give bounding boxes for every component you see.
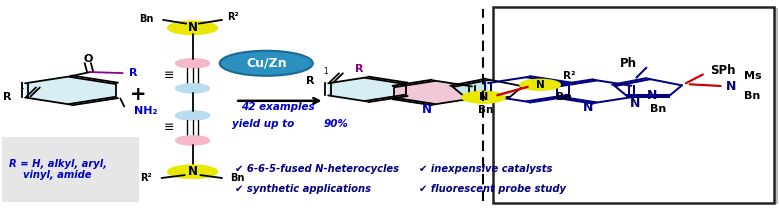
Text: ✔ fluorescent probe study: ✔ fluorescent probe study <box>419 185 566 194</box>
Polygon shape <box>558 80 632 103</box>
Polygon shape <box>328 77 406 101</box>
Text: O: O <box>83 54 93 64</box>
Text: N: N <box>422 103 432 116</box>
Polygon shape <box>452 79 523 97</box>
Text: Bn: Bn <box>478 105 494 115</box>
Text: R²: R² <box>227 12 239 22</box>
Text: Ph: Ph <box>620 57 637 70</box>
Ellipse shape <box>220 51 313 76</box>
Text: R: R <box>2 92 11 102</box>
Text: ✔ 6-6-5-fused N-heterocycles: ✔ 6-6-5-fused N-heterocycles <box>235 164 400 174</box>
Text: yield up to: yield up to <box>232 119 298 129</box>
Text: R: R <box>129 68 138 78</box>
Text: N: N <box>536 80 545 90</box>
Circle shape <box>462 91 506 103</box>
Text: R: R <box>355 64 364 74</box>
Text: 1: 1 <box>19 81 24 91</box>
Text: 90%: 90% <box>323 119 348 129</box>
Text: N: N <box>583 101 594 114</box>
Circle shape <box>167 165 217 178</box>
Polygon shape <box>614 79 682 96</box>
Text: Ms: Ms <box>744 71 762 81</box>
Text: Bn: Bn <box>230 173 244 183</box>
Text: ≡: ≡ <box>164 121 174 134</box>
Text: 42 examples: 42 examples <box>241 102 315 112</box>
Text: Bn: Bn <box>555 92 571 102</box>
Text: SPh: SPh <box>710 64 736 77</box>
Text: R²: R² <box>563 71 576 81</box>
Circle shape <box>175 136 210 145</box>
Polygon shape <box>488 77 569 102</box>
Text: Bn: Bn <box>744 91 760 101</box>
Text: N: N <box>479 92 488 102</box>
Text: Bn: Bn <box>139 14 153 24</box>
Polygon shape <box>25 76 116 105</box>
FancyBboxPatch shape <box>498 8 778 204</box>
Text: N: N <box>726 80 737 93</box>
Text: R²: R² <box>140 173 152 183</box>
Text: ✔ synthetic applications: ✔ synthetic applications <box>235 185 372 194</box>
Text: NH₂: NH₂ <box>134 106 157 116</box>
Text: +: + <box>130 85 146 104</box>
Text: N: N <box>188 21 198 34</box>
Circle shape <box>175 59 210 68</box>
Text: N: N <box>629 97 640 110</box>
Text: N: N <box>188 165 198 178</box>
Text: R: R <box>305 76 314 86</box>
Text: Cu/Zn: Cu/Zn <box>246 57 287 70</box>
Text: 1: 1 <box>323 67 327 76</box>
Text: Bn: Bn <box>650 104 666 114</box>
FancyBboxPatch shape <box>1 137 139 202</box>
Text: ✔ inexpensive catalysts: ✔ inexpensive catalysts <box>419 164 552 174</box>
Text: ≡: ≡ <box>164 69 174 82</box>
Text: R = H, alkyl, aryl,
    vinyl, amide: R = H, alkyl, aryl, vinyl, amide <box>9 159 107 180</box>
Circle shape <box>175 84 210 93</box>
FancyBboxPatch shape <box>493 7 774 203</box>
Circle shape <box>520 79 560 90</box>
Text: N: N <box>647 89 657 102</box>
Circle shape <box>175 111 210 120</box>
Polygon shape <box>394 80 472 105</box>
Circle shape <box>167 21 217 34</box>
